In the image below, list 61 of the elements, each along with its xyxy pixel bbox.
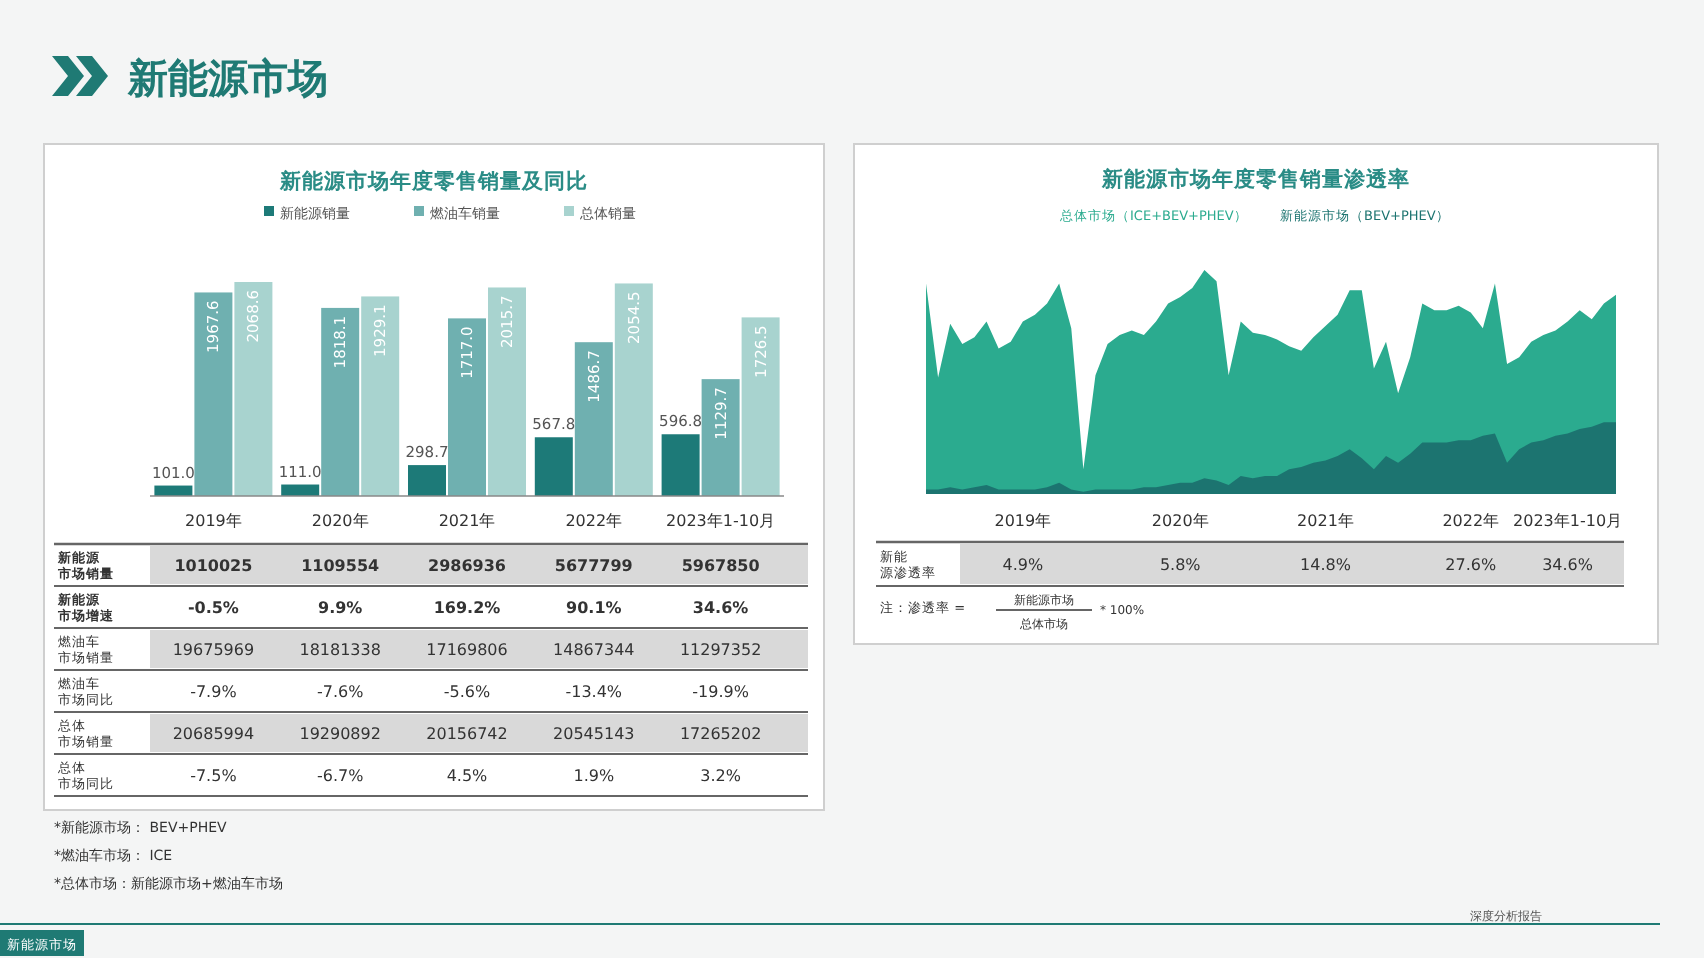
text: 14867344	[553, 641, 635, 659]
text: -7.9%	[190, 683, 237, 701]
text: -7.5%	[190, 767, 237, 785]
text: 20156742	[426, 725, 508, 743]
text: 5.8%	[1159, 556, 1201, 574]
x-tick-label: 2020年	[311, 512, 369, 530]
chart-title: 新能源市场年度零售销量渗透率	[1100, 166, 1410, 192]
text: -5.6%	[443, 683, 491, 701]
text: -13.4%	[565, 683, 623, 701]
bar	[448, 318, 486, 496]
text: 169.2%	[433, 599, 501, 617]
bar	[408, 465, 446, 496]
bar	[234, 282, 273, 496]
bar	[361, 296, 400, 496]
text: 19290892	[299, 725, 381, 743]
x-tick-label: 2020年	[1151, 512, 1209, 530]
text: 1.9%	[573, 767, 615, 785]
x-tick-label: 2019年	[185, 512, 242, 530]
x-tick-label: 2022年	[1442, 512, 1500, 530]
text: -0.5%	[187, 599, 239, 617]
text: 17265202	[679, 725, 762, 743]
bar	[488, 287, 526, 496]
bar	[534, 437, 573, 496]
text: 11297352	[679, 641, 762, 659]
x-tick-label: 2022年	[565, 512, 623, 530]
text: 1010025	[174, 557, 253, 575]
text: 34.6%	[1542, 556, 1593, 574]
text: 4.5%	[446, 767, 488, 785]
text: 18181338	[299, 641, 381, 659]
x-tick-label: 2021年	[1297, 512, 1354, 530]
text: 3.2%	[700, 767, 741, 785]
text: 90.1%	[566, 599, 622, 617]
bar	[574, 342, 613, 496]
x-tick-label: 2023年1-10月	[1513, 512, 1623, 530]
text: 17169806	[426, 641, 508, 659]
text: 5677799	[554, 557, 633, 575]
bar	[321, 307, 360, 496]
x-tick-label: 2019年	[994, 512, 1052, 530]
bar	[701, 379, 740, 496]
bar	[741, 317, 780, 496]
text: 20685994	[172, 725, 255, 743]
text: 34.6%	[692, 599, 749, 617]
text: 20545143	[553, 725, 635, 743]
text: 4.9%	[1002, 556, 1044, 574]
text: 27.6%	[1445, 556, 1497, 574]
text: -19.9%	[692, 683, 749, 701]
text: 1109554	[301, 557, 380, 575]
chart-title: 新能源市场年度零售销量及同比	[278, 168, 588, 194]
x-tick-label: 2021年	[438, 512, 496, 530]
bar	[194, 292, 233, 496]
text: 9.9%	[318, 599, 363, 617]
bar	[614, 283, 653, 496]
bar	[661, 434, 700, 496]
text: 新能源市场	[126, 54, 328, 102]
text: 2986936	[428, 557, 506, 575]
text: -7.6%	[316, 683, 364, 701]
text: 19675969	[172, 641, 255, 659]
text: 14.8%	[1300, 556, 1351, 574]
x-tick-label: 2023年1-10月	[666, 512, 776, 530]
text: 5967850	[681, 557, 760, 575]
text: -6.7%	[316, 767, 364, 785]
